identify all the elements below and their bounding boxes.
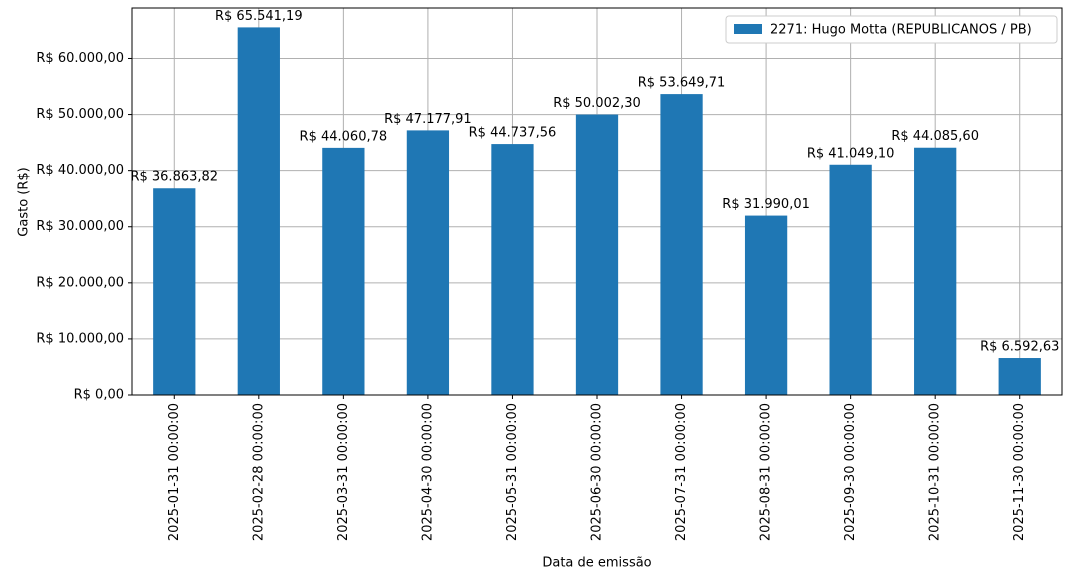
plot-frame <box>131 7 1063 396</box>
legend-swatch <box>734 24 762 34</box>
y-tick-label: R$ 50.000,00 <box>36 107 124 122</box>
data-label: R$ 6.592,63 <box>980 340 1059 355</box>
x-tick-label: 2025-05-31 00:00:00 <box>505 403 520 541</box>
data-label: R$ 50.002,30 <box>553 96 641 111</box>
bar <box>914 147 957 395</box>
bar <box>491 144 534 395</box>
x-tick-label: 2025-08-31 00:00:00 <box>759 403 774 541</box>
data-label: R$ 53.649,71 <box>638 76 726 91</box>
y-axis-label: Gasto (R$) <box>17 167 32 236</box>
data-label: R$ 41.049,10 <box>807 146 895 161</box>
x-tick-label: 2025-02-28 00:00:00 <box>251 403 266 541</box>
y-tick-label: R$ 30.000,00 <box>36 219 124 234</box>
x-tick-label: 2025-01-31 00:00:00 <box>167 403 182 541</box>
y-tick-label: R$ 60.000,00 <box>36 51 124 66</box>
data-label: R$ 44.060,78 <box>300 129 388 144</box>
y-tick-label: R$ 20.000,00 <box>36 275 124 290</box>
bar <box>829 164 872 395</box>
legend-label: 2271: Hugo Motta (REPUBLICANOS / PB) <box>770 23 1032 38</box>
data-label: R$ 47.177,91 <box>384 112 472 127</box>
bar-layer <box>153 27 1041 396</box>
bar <box>406 130 450 395</box>
y-tick-label: R$ 40.000,00 <box>36 163 124 178</box>
bar <box>660 94 703 396</box>
legend-box <box>725 15 1058 44</box>
x-axis-label: Data de emissão <box>542 556 651 571</box>
y-tick-label: R$ 0,00 <box>74 388 124 403</box>
data-label: R$ 44.737,56 <box>469 126 557 141</box>
x-tick-label: 2025-03-31 00:00:00 <box>336 403 351 541</box>
bar <box>322 147 365 395</box>
bar <box>744 215 788 395</box>
x-tick-label: 2025-07-31 00:00:00 <box>674 403 689 541</box>
data-label: R$ 31.990,01 <box>722 197 810 212</box>
bar <box>153 188 196 395</box>
x-tick-label: 2025-04-30 00:00:00 <box>420 403 435 541</box>
x-tick-label: 2025-11-30 00:00:00 <box>1012 403 1027 541</box>
bar <box>237 27 280 395</box>
y-tick-label: R$ 10.000,00 <box>36 331 124 346</box>
x-tick-label: 2025-09-30 00:00:00 <box>843 403 858 541</box>
bar <box>998 358 1041 395</box>
x-tick-label: 2025-06-30 00:00:00 <box>590 403 605 541</box>
data-label: R$ 36.863,82 <box>130 170 218 185</box>
x-tick-label: 2025-10-31 00:00:00 <box>928 403 943 541</box>
bar <box>575 114 619 396</box>
data-label: R$ 65.541,19 <box>215 9 303 24</box>
data-label: R$ 44.085,60 <box>891 129 979 144</box>
